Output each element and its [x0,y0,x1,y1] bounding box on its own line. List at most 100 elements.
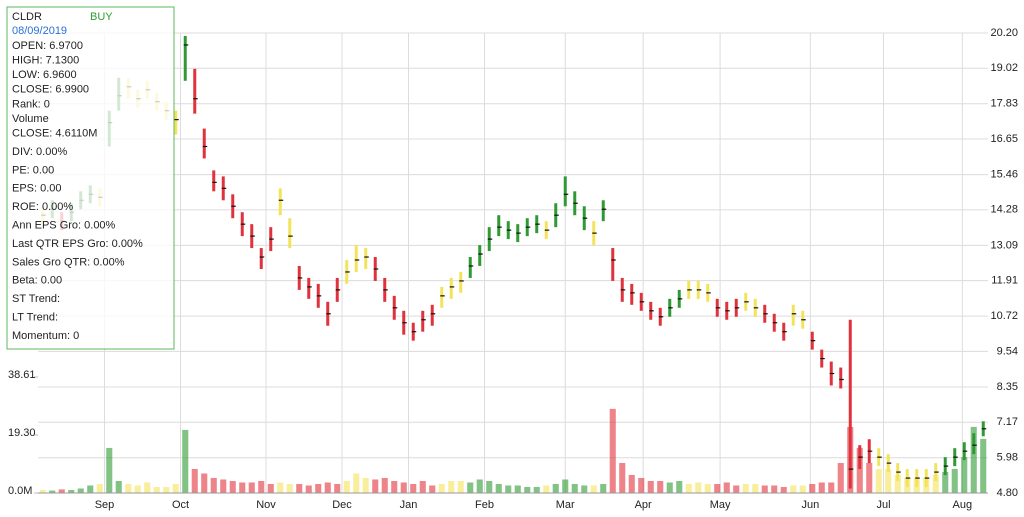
volume-bar [77,488,84,493]
price-range [278,188,282,216]
volume-bar [647,480,654,493]
info-line: CLOSE: 4.6110M [12,128,97,140]
info-line: LOW: 6.9600 [12,69,77,81]
volume-bar [809,483,816,493]
x-tick-label: Feb [475,499,494,511]
info-line: LT Trend: [12,312,58,324]
y-tick-label: 15.46 [990,168,1018,180]
volume-bar [600,483,607,493]
volume-bar [885,468,892,493]
volume-bar [125,483,132,493]
volume-bar [609,408,616,493]
info-line: PE: 0.00 [12,164,54,176]
volume-bar [58,489,65,493]
info-line: Volume [12,113,49,125]
volume-bar [552,483,559,493]
volume-bar [505,485,512,493]
volume-bar [619,462,626,493]
volume-bar [324,482,331,493]
volume-tick-label: 0.0M [8,485,32,497]
y-tick-label: 11.91 [991,275,1018,287]
price-range [307,277,311,299]
volume-bar [391,480,398,493]
volume-bar [733,485,740,493]
price-range [174,110,178,135]
volume-bar [875,468,882,493]
x-tick-label: Mar [556,499,575,511]
volume-bar [742,483,749,493]
volume-bar [372,479,379,493]
volume-bar [400,482,407,493]
y-tick-label: 16.65 [990,133,1018,145]
price-range [791,304,795,326]
volume-bar [524,486,531,493]
volume-bar [685,483,692,493]
volume-bar [486,480,493,493]
y-tick-label: 13.09 [990,239,1018,251]
volume-bar [856,447,863,493]
price-range [212,170,216,192]
volume-bar [723,482,730,493]
signal: BUY [90,11,113,23]
volume-bar [182,429,189,493]
volume-bar [581,485,588,493]
info-line: ST Trend: [12,293,60,305]
volume-bar [695,482,702,493]
volume-bar [818,482,825,493]
volume-bar [334,483,341,493]
price-range [354,245,358,272]
price-range [440,286,444,308]
x-tick-label: Jul [876,499,890,511]
volume-bar [942,471,949,493]
y-tick-label: 20.20 [990,27,1018,39]
price-range [478,245,482,266]
price-range [848,319,852,489]
info-line: Momentum: 0 [12,330,79,342]
info-line: HIGH: 7.1300 [12,55,79,67]
y-tick-label: 9.54 [997,345,1018,357]
panel-box [6,6,175,350]
info-line: Ann EPS Gro: 0.00% [12,220,116,232]
volume-bar [980,438,987,493]
volume-bar [410,483,417,493]
y-tick-label: 14.28 [990,204,1018,216]
volume-bar [49,490,56,493]
price-range [183,35,187,81]
volume-bar [277,482,284,493]
symbol: CLDR [12,11,42,23]
volume-bar [210,477,217,493]
x-tick-label: Jun [801,499,819,511]
volume-bar [866,462,873,493]
volume-bar [799,485,806,493]
volume-bar [220,479,227,493]
price-range [601,200,605,222]
volume-bar [894,474,901,493]
volume-bar [419,480,426,493]
volume-bar [229,480,236,493]
price-range [972,433,976,455]
price-range [202,128,206,159]
y-tick-label: 17.83 [990,98,1018,110]
volume-bar [676,480,683,493]
volume-bar [657,480,664,493]
info-line: EPS: 0.00 [12,183,62,195]
info-line: Last QTR EPS Gro: 0.00% [12,238,143,250]
axes: 20.20 19.02 17.83 16.65 15.46 14.28 13.09 11.91… [8,27,1018,511]
volume-bar [476,479,483,493]
price-range [459,271,463,293]
volume-bar [87,485,94,493]
volume-bar [448,480,455,493]
volume-tick-label: 38.61 [8,369,36,381]
volume-bar [343,480,350,493]
volume-bar [353,473,360,493]
volume-bar [457,480,464,493]
volume-bar [666,482,673,493]
price-range [421,310,425,332]
volume-bar [951,468,958,493]
volume-bar [429,485,436,493]
info-line: Beta: 0.00 [12,275,62,287]
y-tick-label: 8.35 [997,381,1018,393]
volume-bar [258,480,265,493]
price-range [468,257,472,278]
x-tick-label: Sep [95,499,115,511]
